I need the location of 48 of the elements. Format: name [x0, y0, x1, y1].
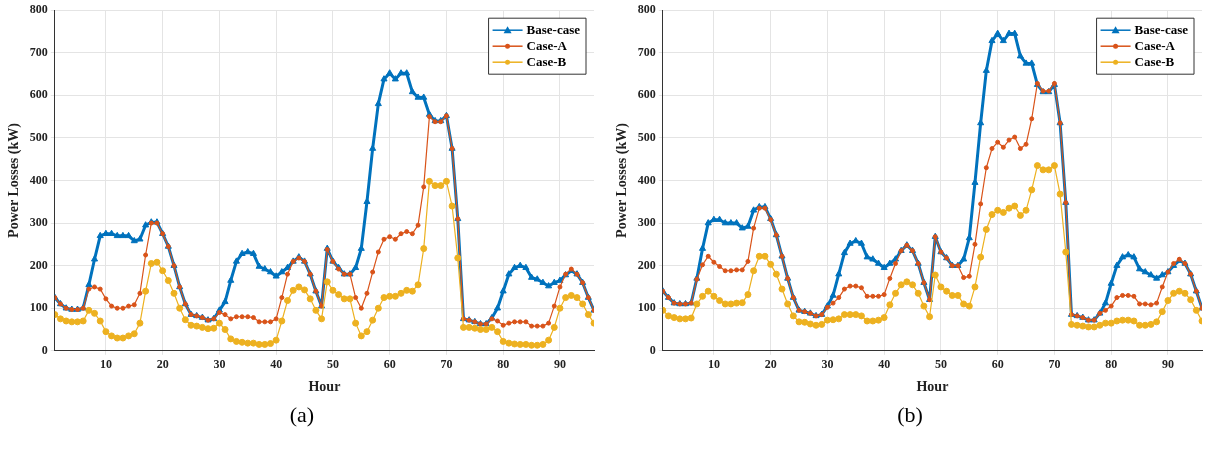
y-tick-label: 400 [29, 172, 48, 187]
y-axis-title: Power Losses (kW) [6, 122, 23, 238]
legend-label: Base-case [1134, 21, 1189, 37]
text: (a) [288, 402, 316, 428]
y-tick-label: 700 [637, 44, 656, 59]
x-tick-label: 50 [326, 357, 339, 372]
x-tick-label: 30 [213, 357, 226, 372]
y-tick-label: 500 [637, 130, 656, 145]
x-tick-label: 90 [1161, 357, 1174, 372]
y-tick-label: 0 [41, 342, 48, 357]
x-tick-label: 30 [821, 357, 834, 372]
y-tick-label: 800 [29, 2, 48, 17]
y-tick-label: 600 [637, 87, 656, 102]
y-tick-label: 200 [29, 257, 48, 272]
y-tick-label: 500 [29, 130, 48, 145]
x-tick-label: 40 [878, 357, 891, 372]
x-tick-label: 80 [1105, 357, 1118, 372]
legend-label: Case-A [526, 37, 568, 53]
legend-label: Case-B [526, 53, 567, 69]
x-tick-label: 20 [764, 357, 777, 372]
y-tick-label: 600 [29, 87, 48, 102]
y-tick-label: 100 [29, 300, 48, 315]
x-tick-label: 50 [934, 357, 947, 372]
x-tick-label: 80 [497, 357, 510, 372]
x-tick-label: 10 [707, 357, 720, 372]
y-tick-label: 100 [637, 300, 656, 315]
legend-label: Case-A [1134, 37, 1176, 53]
x-tick-label: 90 [553, 357, 566, 372]
x-tick-label: 20 [156, 357, 169, 372]
x-tick-label: 70 [1048, 357, 1061, 372]
y-tick-label: 400 [637, 172, 656, 187]
y-tick-label: 800 [637, 2, 656, 17]
x-tick-label: 40 [270, 357, 283, 372]
x-tick-label: 70 [440, 357, 453, 372]
y-axis-title: Power Losses (kW) [614, 122, 631, 238]
x-tick-label: 60 [991, 357, 1004, 372]
text: (b) [896, 402, 924, 428]
x-axis-title: Hour [308, 379, 341, 395]
y-tick-label: 300 [29, 215, 48, 230]
x-tick-label: 10 [99, 357, 112, 372]
y-tick-label: 300 [637, 215, 656, 230]
x-axis-title: Hour [916, 379, 949, 395]
y-tick-label: 700 [29, 44, 48, 59]
legend-label: Case-B [1134, 53, 1175, 69]
x-tick-label: 60 [383, 357, 396, 372]
legend-label: Base-case [526, 21, 581, 37]
y-tick-label: 200 [637, 257, 656, 272]
y-tick-label: 0 [649, 342, 656, 357]
